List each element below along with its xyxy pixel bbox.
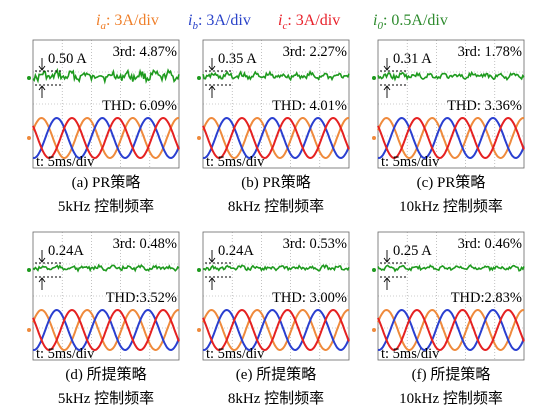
timebase-label: t: 5ms/div bbox=[381, 346, 440, 362]
i0-peak-label: 0.31 A bbox=[393, 51, 432, 67]
plot-frame bbox=[202, 39, 350, 169]
ic-trace bbox=[202, 308, 350, 352]
ch-marker-i0 bbox=[27, 76, 31, 80]
ch-marker-iabc bbox=[27, 328, 31, 332]
plot-frame bbox=[32, 231, 180, 361]
legend-entry: ib: 3A/div bbox=[188, 12, 251, 32]
ic-trace bbox=[377, 116, 525, 160]
ch-marker-iabc bbox=[372, 328, 376, 332]
timebase-label: t: 5ms/div bbox=[36, 346, 95, 362]
timebase-label: t: 5ms/div bbox=[381, 154, 440, 170]
caption-line1: (b) PR策略 bbox=[241, 174, 311, 191]
timebase-label: t: 5ms/div bbox=[36, 154, 95, 170]
ch-marker-i0 bbox=[197, 76, 201, 80]
ia-trace bbox=[377, 116, 525, 160]
caption-line2: 5kHz 控制频率 bbox=[58, 198, 154, 215]
legend-entry: ia: 3A/div bbox=[96, 12, 159, 32]
third-harmonic-label: 3rd: 2.27% bbox=[283, 44, 347, 60]
panel-b: 0.35 A 3rd: 2.27% THD: 4.01% t: 5ms/div (b) … bbox=[197, 39, 350, 215]
panel-d: 0.24A 3rd: 0.48% THD:3.52% t: 5ms/div (d) 所提… bbox=[27, 231, 180, 407]
timebase-label: t: 5ms/div bbox=[206, 346, 265, 362]
i0-trace bbox=[202, 264, 350, 272]
thd-label: THD: 6.09% bbox=[102, 98, 177, 114]
i0-trace bbox=[32, 263, 180, 273]
ia-trace bbox=[202, 308, 350, 352]
i0-peak-label: 0.35 A bbox=[218, 51, 257, 67]
peak-marker bbox=[380, 58, 408, 98]
plot-frame bbox=[377, 39, 525, 169]
ia-trace bbox=[32, 116, 180, 160]
panels: 0.50 A 3rd: 4.87% THD: 6.09% t: 5ms/div (a) … bbox=[27, 39, 525, 407]
caption-line1: (d) 所提策略 bbox=[65, 366, 146, 383]
i0-peak-label: 0.25 A bbox=[393, 243, 432, 259]
caption-line2: 10kHz 控制频率 bbox=[399, 390, 503, 407]
ib-trace bbox=[377, 308, 525, 352]
thd-label: THD:3.52% bbox=[106, 290, 177, 306]
caption-line1: (c) PR策略 bbox=[417, 174, 486, 191]
third-harmonic-label: 3rd: 4.87% bbox=[113, 44, 177, 60]
legend: ia: 3A/div ib: 3A/div ic: 3A/div i0: 0.5A/d… bbox=[96, 12, 448, 32]
caption-line2: 8kHz 控制频率 bbox=[228, 390, 324, 407]
panel-c: 0.31 A 3rd: 1.78% THD: 3.36% t: 5ms/div (c) … bbox=[372, 39, 525, 215]
plot-frame bbox=[377, 231, 525, 361]
panel-a: 0.50 A 3rd: 4.87% THD: 6.09% t: 5ms/div (a) … bbox=[27, 39, 180, 215]
ch-marker-i0 bbox=[27, 268, 31, 272]
thd-label: THD: 3.00% bbox=[272, 290, 347, 306]
legend-entry: ic: 3A/div bbox=[278, 12, 340, 32]
ic-trace bbox=[377, 308, 525, 352]
i0-peak-label: 0.24A bbox=[48, 243, 84, 259]
ic-trace bbox=[32, 308, 180, 352]
i0-peak-label: 0.50 A bbox=[48, 51, 87, 67]
third-harmonic-label: 3rd: 1.78% bbox=[458, 44, 522, 60]
legend-entry: i0: 0.5A/div bbox=[373, 12, 448, 32]
caption-line2: 8kHz 控制频率 bbox=[228, 198, 324, 215]
ch-marker-iabc bbox=[27, 136, 31, 140]
third-harmonic-label: 3rd: 0.48% bbox=[113, 236, 177, 252]
i0-trace bbox=[32, 67, 180, 85]
i0-trace bbox=[377, 70, 525, 82]
ia-trace bbox=[377, 308, 525, 352]
ib-trace bbox=[32, 116, 180, 160]
ch-marker-i0 bbox=[372, 268, 376, 272]
peak-marker bbox=[205, 58, 233, 98]
ch-marker-i0 bbox=[372, 76, 376, 80]
thd-label: THD: 3.36% bbox=[447, 98, 522, 114]
ic-trace bbox=[202, 116, 350, 160]
i0-trace bbox=[202, 69, 350, 82]
ib-trace bbox=[202, 308, 350, 352]
ib-trace bbox=[32, 308, 180, 352]
ch-marker-i0 bbox=[197, 268, 201, 272]
ic-trace bbox=[32, 116, 180, 160]
panel-e: 0.24A 3rd: 0.53% THD: 3.00% t: 5ms/div (e) 所… bbox=[197, 231, 350, 407]
third-harmonic-label: 3rd: 0.53% bbox=[283, 236, 347, 252]
panel-f: 0.25 A 3rd: 0.46% THD:2.83% t: 5ms/div (f) 所… bbox=[372, 231, 525, 407]
caption-line1: (e) 所提策略 bbox=[236, 366, 316, 383]
thd-label: THD: 4.01% bbox=[272, 98, 347, 114]
peak-marker bbox=[380, 250, 408, 290]
caption-line2: 10kHz 控制频率 bbox=[399, 198, 503, 215]
timebase-label: t: 5ms/div bbox=[206, 154, 265, 170]
third-harmonic-label: 3rd: 0.46% bbox=[458, 236, 522, 252]
caption-line1: (a) PR策略 bbox=[72, 174, 141, 191]
i0-trace bbox=[377, 264, 525, 273]
ch-marker-iabc bbox=[372, 136, 376, 140]
peak-marker bbox=[35, 250, 63, 290]
ch-marker-iabc bbox=[197, 328, 201, 332]
plot-frame bbox=[32, 39, 180, 169]
ib-trace bbox=[377, 116, 525, 160]
plot-frame bbox=[202, 231, 350, 361]
ch-marker-iabc bbox=[197, 136, 201, 140]
ia-trace bbox=[202, 116, 350, 160]
i0-peak-label: 0.24A bbox=[218, 243, 254, 259]
peak-marker bbox=[35, 58, 63, 98]
caption-line1: (f) 所提策略 bbox=[412, 366, 491, 383]
thd-label: THD:2.83% bbox=[451, 290, 522, 306]
peak-marker bbox=[205, 250, 233, 290]
ia-trace bbox=[32, 308, 180, 352]
ib-trace bbox=[202, 116, 350, 160]
caption-line2: 5kHz 控制频率 bbox=[58, 390, 154, 407]
